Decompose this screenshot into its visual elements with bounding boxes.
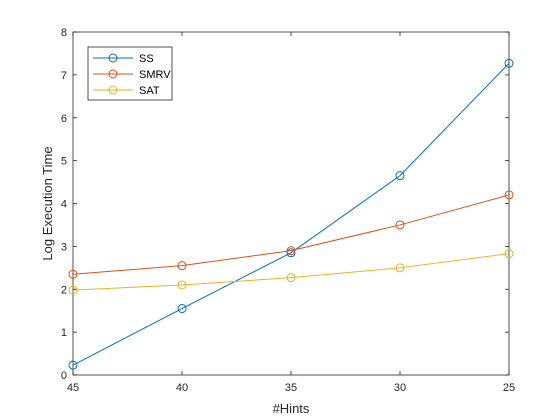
x-tick-label: 40: [176, 382, 188, 394]
series-line: [72, 253, 510, 291]
y-tick-label: 4: [61, 199, 67, 211]
legend-item: SAT: [93, 85, 160, 97]
data-point: [177, 304, 187, 314]
legend: SS SMRV SAT: [87, 46, 173, 101]
y-tick-label: 6: [61, 113, 67, 125]
x-tick-label: 25: [503, 382, 515, 394]
data-point: [286, 273, 296, 283]
data-point: [68, 360, 78, 370]
legend-marker: [108, 53, 118, 63]
legend-label: SAT: [139, 85, 160, 97]
x-axis-title: #Hints: [273, 401, 310, 416]
series-sat: [68, 249, 514, 295]
y-axis-title: Log Execution Time: [40, 146, 55, 260]
series-layer: [68, 58, 514, 370]
series-line: [72, 62, 510, 366]
x-tick-label: 35: [285, 382, 297, 394]
data-point: [177, 280, 187, 290]
legend-item: SMRV: [93, 69, 171, 81]
legend-label: SMRV: [139, 69, 171, 81]
data-point: [504, 58, 514, 68]
series-line: [72, 194, 510, 275]
data-point: [395, 263, 405, 273]
data-point: [177, 261, 187, 271]
data-point: [68, 269, 78, 279]
data-point: [504, 249, 514, 259]
series-smrv: [68, 190, 514, 279]
data-point: [68, 285, 78, 295]
data-point: [395, 171, 405, 181]
x-tick-label: 45: [67, 382, 79, 394]
data-point: [395, 220, 405, 230]
y-tick-label: 7: [61, 70, 67, 82]
data-point: [286, 248, 296, 258]
x-axis: 45 40 35 30 25: [67, 32, 515, 394]
y-axis: 0 1 2 3 4 5 6 7 8: [61, 27, 509, 382]
legend-label: SS: [139, 53, 154, 65]
y-tick-label: 2: [61, 284, 67, 296]
data-point: [286, 246, 296, 256]
legend-item: SS: [93, 53, 154, 65]
series-ss: [68, 58, 514, 370]
y-tick-label: 5: [61, 156, 67, 168]
legend-marker: [108, 69, 118, 79]
y-tick-label: 0: [61, 370, 67, 382]
data-point: [504, 190, 514, 200]
legend-marker: [108, 85, 118, 95]
y-tick-label: 1: [61, 327, 67, 339]
x-tick-label: 30: [394, 382, 406, 394]
y-tick-label: 8: [61, 27, 67, 39]
y-tick-label: 3: [61, 241, 67, 253]
